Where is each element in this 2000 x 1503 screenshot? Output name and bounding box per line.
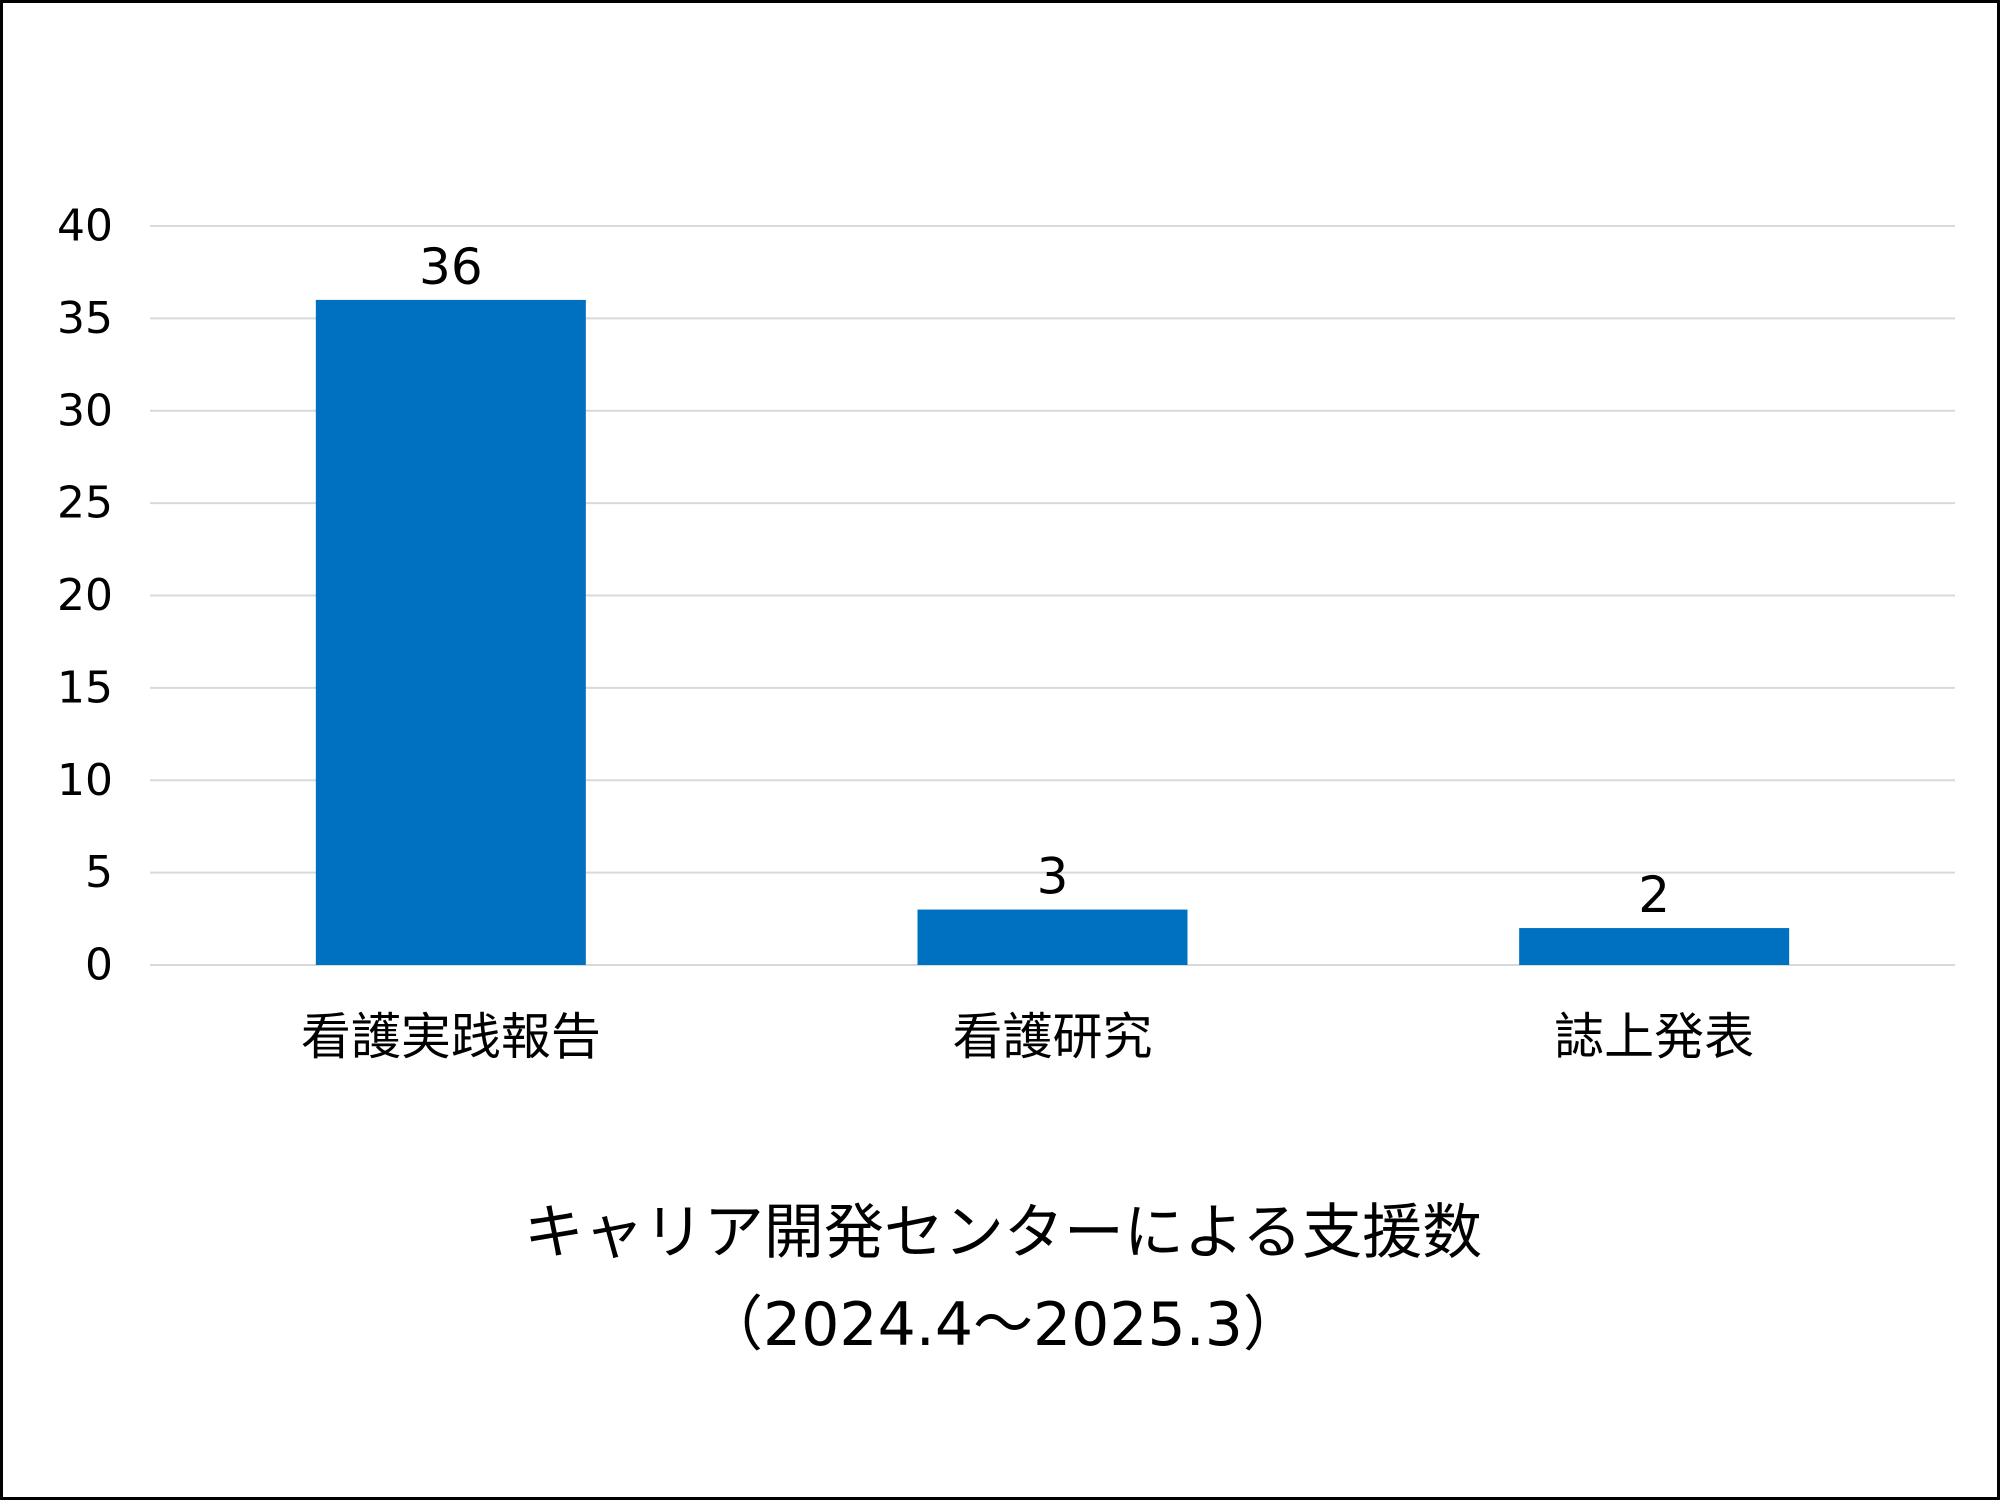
- y-tick-label: 0: [85, 940, 113, 991]
- chart-title: キャリア開発センターによる支援数: [523, 1198, 1483, 1268]
- y-tick-label: 5: [85, 847, 113, 898]
- x-axis-category-labels: 看護実践報告 看護研究 誌上発表: [301, 1008, 1754, 1066]
- data-label: 36: [419, 238, 483, 296]
- bar: [917, 909, 1188, 965]
- x-category-label: 看護実践報告: [301, 1008, 601, 1066]
- data-label: 2: [1638, 866, 1670, 924]
- y-tick-label: 30: [57, 385, 113, 436]
- y-tick-label: 35: [57, 293, 113, 344]
- data-labels: 36 3 2: [419, 238, 1670, 924]
- bar: [1519, 928, 1790, 965]
- x-category-label: 誌上発表: [1554, 1008, 1754, 1066]
- y-axis-tick-labels: 0 5 10 15 20 25 30 35 40: [57, 201, 113, 991]
- y-tick-label: 15: [57, 662, 113, 713]
- data-label: 3: [1037, 848, 1069, 906]
- bar: [315, 299, 586, 965]
- y-tick-label: 40: [57, 201, 113, 252]
- bars: [315, 299, 1790, 965]
- y-tick-label: 10: [57, 755, 113, 806]
- y-tick-label: 25: [57, 478, 113, 529]
- chart-subtitle: （2024.4～2025.3）: [703, 1290, 1303, 1360]
- y-tick-label: 20: [57, 570, 113, 621]
- x-category-label: 看護研究: [953, 1008, 1153, 1066]
